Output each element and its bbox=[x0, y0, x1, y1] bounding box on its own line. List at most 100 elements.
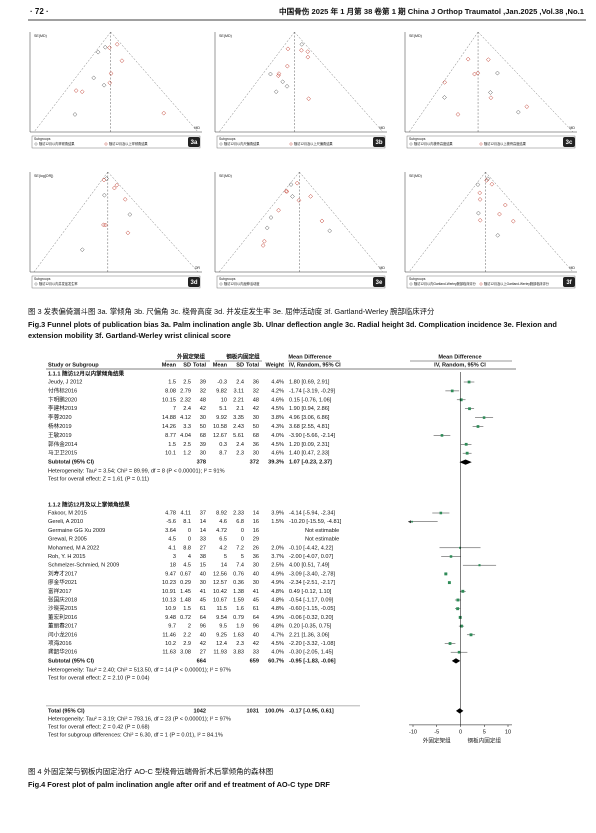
subtotal-ci: -0.95 [-1.83, -0.06] bbox=[289, 658, 336, 664]
funnel-legend-title: Subgroups bbox=[34, 277, 51, 281]
exp-cell: 7 bbox=[173, 406, 176, 412]
ctl-cell: 0.76 bbox=[233, 571, 244, 577]
ctl-cell: 0.36 bbox=[233, 580, 244, 586]
exp-cell: 32 bbox=[200, 388, 206, 394]
funnel-point bbox=[108, 71, 114, 76]
ctl-cell: 16 bbox=[253, 528, 259, 534]
funnel-point bbox=[284, 63, 290, 69]
funnel-point bbox=[488, 95, 494, 101]
ctl-cell: 8.92 bbox=[216, 510, 227, 516]
funnel-legend-item: 随访12月以内尺偏角结果 bbox=[224, 141, 260, 146]
funnel-point bbox=[95, 49, 101, 55]
ctl-cell: 36 bbox=[253, 442, 259, 448]
exp-cell: 2 bbox=[188, 624, 191, 630]
weight: 3.9% bbox=[271, 510, 284, 516]
funnel-legend-item: 随访12月以内桡骨高度结果 bbox=[414, 141, 453, 146]
ci-text: 4.96 [3.06, 6.86] bbox=[289, 415, 330, 421]
ctl-cell: 12.57 bbox=[213, 580, 227, 586]
fig3-caption-en: Fig.3 Funnel plots of publication bias 3… bbox=[28, 320, 557, 340]
ci-text: -3.09 [-3.40, -2.78] bbox=[289, 571, 335, 577]
effect-square bbox=[449, 555, 453, 558]
exp-cell: 0 bbox=[188, 537, 191, 543]
ci-text: Not estimable bbox=[305, 528, 339, 534]
funnel-legend-marker bbox=[409, 282, 413, 286]
subtotal-total: 664 bbox=[197, 658, 207, 664]
column-header: Weight bbox=[265, 362, 284, 368]
effect-square bbox=[456, 607, 460, 611]
study-name: 刘寿才2017 bbox=[48, 569, 77, 577]
study-name: Mohamed, M A 2022 bbox=[48, 545, 99, 551]
exp-cell: 2.32 bbox=[180, 397, 191, 403]
funnel-legend-title: Subgroups bbox=[409, 137, 426, 141]
ctl-cell: 14 bbox=[253, 510, 259, 516]
funnel-legend-marker bbox=[479, 142, 483, 146]
effect-square bbox=[444, 572, 448, 576]
ctl-cell: 48 bbox=[253, 397, 259, 403]
weight: 4.5% bbox=[271, 641, 284, 647]
funnel-legend-marker bbox=[104, 142, 108, 146]
exp-cell: 14 bbox=[200, 519, 206, 525]
exp-cell: 41 bbox=[200, 589, 206, 595]
ctl-cell: 33 bbox=[253, 650, 259, 656]
ci-text: -3.90 [-5.66, -2.14] bbox=[289, 433, 335, 439]
exp-cell: 4.11 bbox=[181, 510, 191, 516]
ctl-cell: 7.2 bbox=[236, 545, 244, 551]
ci-text: 0.20 [-0.35, 0.75] bbox=[289, 624, 332, 630]
exp-cell: 45 bbox=[200, 597, 206, 603]
exp-cell: 61 bbox=[200, 606, 206, 612]
funnel-point bbox=[91, 75, 97, 81]
ctl-cell: 10.58 bbox=[213, 424, 227, 430]
funnel-point bbox=[284, 83, 290, 89]
ci-text: 3.68 [2.55, 4.81] bbox=[289, 424, 330, 430]
effect-square bbox=[478, 564, 481, 567]
funnel-point bbox=[283, 188, 289, 194]
effect-square bbox=[411, 520, 413, 523]
funnel-point bbox=[273, 89, 279, 95]
ctl-cell: 0.3 bbox=[219, 442, 227, 448]
ctl-cell: 61 bbox=[253, 606, 259, 612]
funnel-point bbox=[305, 54, 311, 60]
study-name: Roh, Y. H 2015 bbox=[48, 554, 85, 560]
exp-cell: 10.1 bbox=[165, 451, 176, 457]
ctl-cell: 40 bbox=[253, 571, 259, 577]
exp-cell: 68 bbox=[200, 433, 206, 439]
exp-cell: 14.26 bbox=[162, 424, 176, 430]
exp-cell: 11.63 bbox=[162, 650, 176, 656]
ctl-cell: 1.63 bbox=[233, 632, 244, 638]
panel-tag: 3d bbox=[190, 280, 197, 286]
ci-arrow bbox=[408, 520, 411, 524]
funnel-edge bbox=[485, 171, 574, 273]
funnel-point bbox=[111, 185, 117, 191]
ci-text: -0.54 [-1.17, 0.09] bbox=[289, 597, 334, 603]
exp-cell: 39 bbox=[200, 442, 206, 448]
funnel-edge bbox=[477, 31, 574, 133]
funnel-point bbox=[472, 71, 477, 77]
funnel-edge bbox=[294, 31, 384, 133]
study-name: 张国庆2018 bbox=[48, 595, 77, 603]
funnel-point bbox=[101, 177, 107, 183]
funnel-point bbox=[101, 82, 107, 88]
axis-label-right: 钢板内固定组 bbox=[467, 736, 501, 744]
funnel-legend-marker bbox=[219, 142, 223, 146]
weight: 4.2% bbox=[271, 388, 284, 394]
axis-label-left: 外固定架组 bbox=[423, 736, 451, 744]
funnel-point bbox=[285, 46, 291, 52]
funnel-point bbox=[102, 192, 107, 198]
funnel-point bbox=[476, 210, 481, 216]
funnel-point bbox=[477, 190, 483, 196]
exp-cell: 48 bbox=[200, 397, 206, 403]
funnel-point bbox=[288, 182, 294, 187]
ctl-cell: 2.43 bbox=[233, 424, 244, 430]
exp-cell: 1.5 bbox=[168, 379, 176, 385]
funnel-edge bbox=[110, 31, 199, 133]
funnel-point bbox=[103, 222, 108, 228]
ci-text: -0.06 [-0.32, 0.20] bbox=[289, 615, 334, 621]
exp-cell: 14.88 bbox=[162, 415, 176, 421]
ctl-cell: 68 bbox=[253, 433, 259, 439]
study-name: 龚韶华2016 bbox=[48, 648, 77, 656]
weight: 4.8% bbox=[271, 597, 284, 603]
funnel-legend-item: 随访12月以内屈伸活动度 bbox=[224, 281, 260, 286]
funnel-point bbox=[515, 109, 521, 115]
